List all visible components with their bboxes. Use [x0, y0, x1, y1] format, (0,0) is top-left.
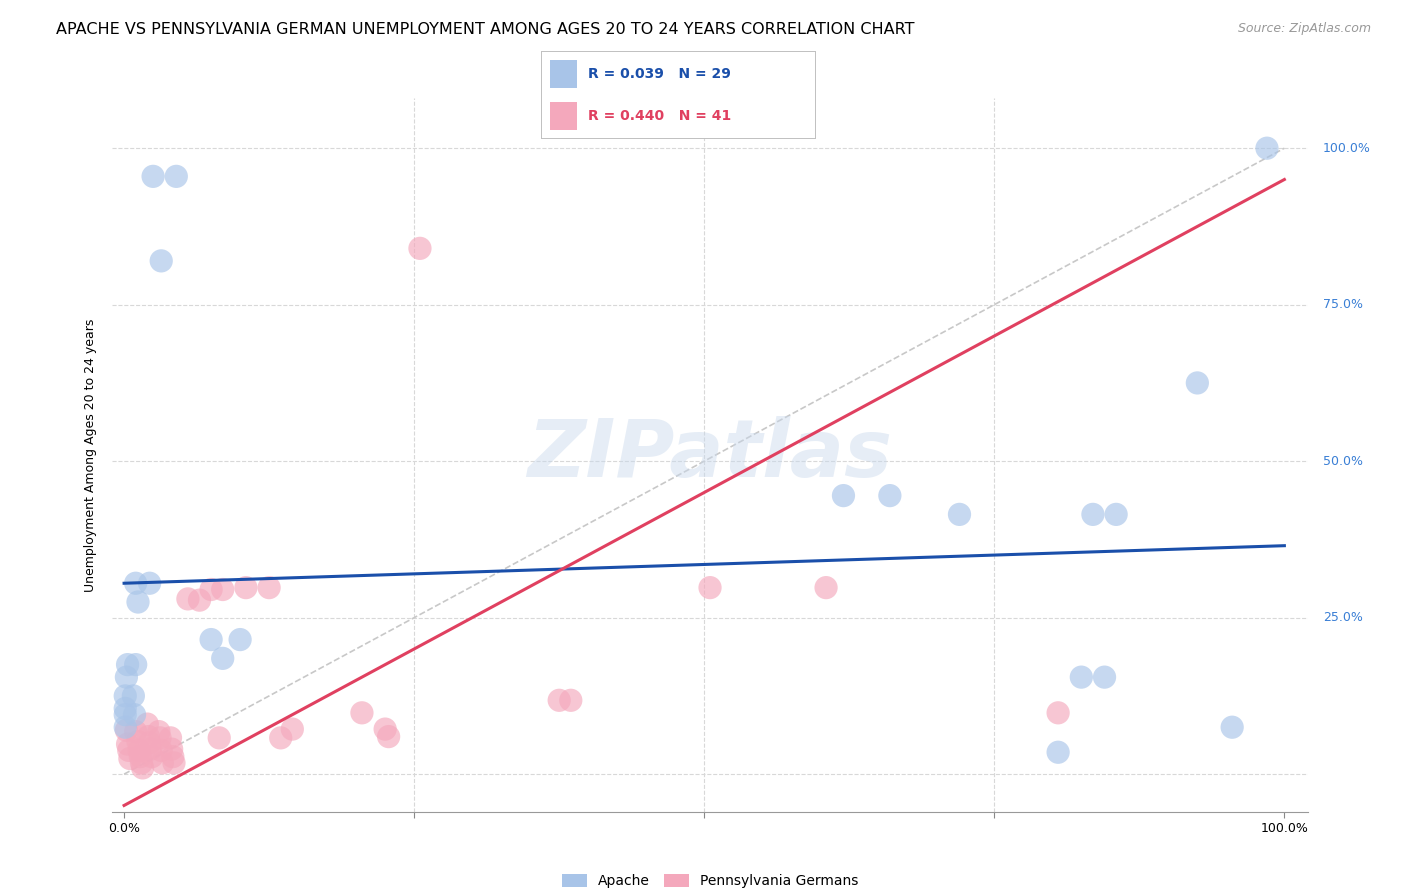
- Point: [114, 701, 136, 715]
- Point: [124, 707, 146, 722]
- Point: [1047, 745, 1070, 759]
- Point: [548, 693, 571, 707]
- Point: [200, 632, 222, 647]
- Text: 75.0%: 75.0%: [1323, 298, 1362, 311]
- Point: [148, 724, 170, 739]
- Point: [159, 731, 181, 745]
- Point: [374, 722, 396, 736]
- Legend: Apache, Pennsylvania Germans: Apache, Pennsylvania Germans: [557, 869, 863, 892]
- Point: [138, 736, 160, 750]
- FancyBboxPatch shape: [550, 102, 576, 129]
- Point: [815, 581, 838, 595]
- Point: [115, 670, 138, 684]
- Point: [1220, 720, 1243, 734]
- Point: [162, 749, 184, 764]
- Point: [117, 657, 139, 672]
- Point: [208, 731, 231, 745]
- Point: [118, 751, 141, 765]
- Point: [117, 737, 139, 751]
- Point: [138, 576, 160, 591]
- Point: [200, 582, 222, 597]
- Point: [409, 241, 432, 255]
- Point: [125, 724, 148, 739]
- Point: [163, 756, 186, 770]
- Point: [177, 591, 200, 606]
- Point: [350, 706, 373, 720]
- Point: [560, 693, 582, 707]
- Point: [118, 743, 141, 757]
- Point: [150, 253, 173, 268]
- Point: [129, 749, 152, 764]
- Point: [142, 169, 165, 184]
- Text: 50.0%: 50.0%: [1323, 455, 1362, 467]
- Text: R = 0.039   N = 29: R = 0.039 N = 29: [588, 67, 731, 80]
- Point: [128, 743, 150, 757]
- Point: [235, 581, 257, 595]
- Point: [165, 169, 187, 184]
- Point: [131, 756, 153, 770]
- Point: [1105, 508, 1128, 522]
- Point: [699, 581, 721, 595]
- Point: [136, 717, 159, 731]
- Point: [115, 723, 138, 738]
- Text: 25.0%: 25.0%: [1323, 611, 1362, 624]
- Point: [114, 689, 136, 703]
- FancyBboxPatch shape: [550, 60, 576, 87]
- Point: [270, 731, 292, 745]
- Point: [114, 707, 136, 722]
- Point: [948, 508, 970, 522]
- Text: 100.0%: 100.0%: [1323, 142, 1371, 154]
- Text: APACHE VS PENNSYLVANIA GERMAN UNEMPLOYMENT AMONG AGES 20 TO 24 YEARS CORRELATION: APACHE VS PENNSYLVANIA GERMAN UNEMPLOYME…: [56, 22, 915, 37]
- Point: [122, 689, 145, 703]
- Point: [127, 734, 149, 748]
- Point: [138, 730, 160, 744]
- Point: [1081, 508, 1104, 522]
- Point: [150, 743, 173, 757]
- Point: [160, 742, 183, 756]
- Point: [141, 749, 163, 764]
- Point: [127, 595, 149, 609]
- Point: [149, 731, 172, 745]
- Text: R = 0.440   N = 41: R = 0.440 N = 41: [588, 109, 731, 122]
- Point: [832, 489, 855, 503]
- Point: [1047, 706, 1070, 720]
- Point: [1256, 141, 1278, 155]
- Point: [1094, 670, 1116, 684]
- Point: [377, 730, 399, 744]
- Point: [150, 756, 173, 770]
- Point: [879, 489, 901, 503]
- Point: [211, 582, 233, 597]
- Point: [229, 632, 252, 647]
- Point: [139, 742, 162, 756]
- Point: [211, 651, 233, 665]
- Text: ZIPatlas: ZIPatlas: [527, 416, 893, 494]
- Point: [125, 657, 148, 672]
- Text: Source: ZipAtlas.com: Source: ZipAtlas.com: [1237, 22, 1371, 36]
- Point: [1187, 376, 1209, 390]
- Point: [188, 593, 211, 607]
- Point: [1070, 670, 1092, 684]
- Point: [257, 581, 280, 595]
- Point: [131, 761, 153, 775]
- Point: [281, 722, 304, 736]
- Point: [114, 720, 136, 734]
- Y-axis label: Unemployment Among Ages 20 to 24 years: Unemployment Among Ages 20 to 24 years: [83, 318, 97, 591]
- Point: [125, 576, 148, 591]
